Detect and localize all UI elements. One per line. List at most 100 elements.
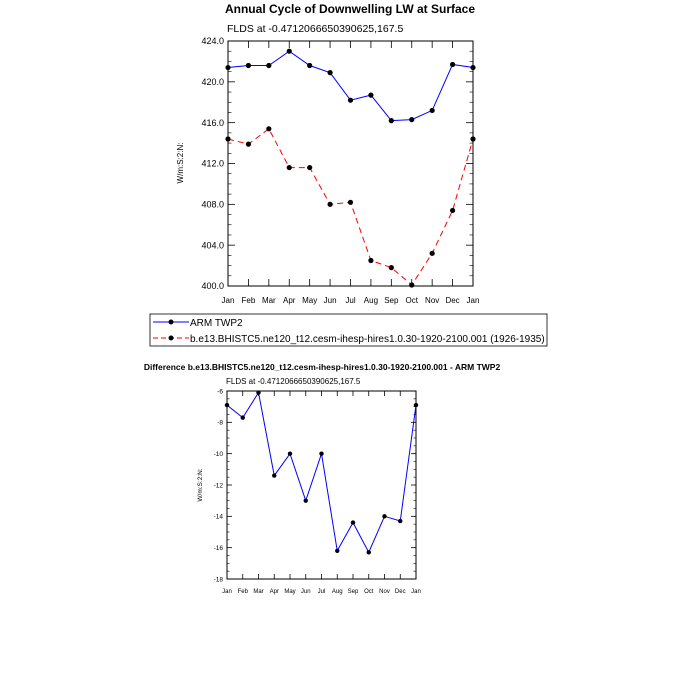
x-tick-label: Sep — [384, 296, 399, 305]
legend-label-arm: ARM TWP2 — [190, 318, 243, 329]
chart-top-title: Annual Cycle of Downwelling LW at Surfac… — [225, 2, 475, 16]
series-0-point — [368, 92, 374, 98]
series-0-point — [388, 118, 394, 124]
series-0-point — [224, 402, 230, 408]
x-tick-label: Jan — [467, 296, 480, 305]
x-tick-label: Jul — [345, 296, 355, 305]
series-0-point — [225, 64, 231, 71]
x-tick-label: Oct — [364, 589, 374, 595]
x-tick-label: May — [284, 589, 295, 595]
x-tick-label: Aug — [332, 589, 343, 595]
x-tick-label: Nov — [379, 589, 390, 595]
chart-bottom-ylabel: W/m:S:2:N: — [197, 468, 204, 501]
x-tick-label: Mar — [253, 589, 263, 595]
x-tick-label: Apr — [270, 589, 279, 595]
series-0-point — [366, 550, 371, 555]
series-0-point — [303, 498, 308, 503]
series-1-point — [225, 136, 231, 142]
series-0-point — [409, 117, 415, 123]
series-1-point — [409, 282, 415, 288]
series-1-point — [449, 207, 456, 214]
y-tick-label: 408.0 — [201, 199, 224, 209]
y-tick-label: -14 — [214, 514, 224, 521]
series-0-point — [266, 62, 272, 69]
x-tick-label: Nov — [425, 296, 439, 305]
y-tick-label: -6 — [217, 388, 223, 395]
chart-bottom-subtitle: FLDS at -0.4712066650390625,167.5 — [226, 377, 361, 386]
y-tick-label: 412.0 — [201, 159, 224, 169]
series-line-1 — [227, 128, 474, 286]
y-tick-label: -10 — [214, 451, 224, 458]
series-0-point — [327, 70, 333, 76]
x-tick-label: Apr — [283, 296, 296, 305]
series-0-point — [335, 548, 340, 553]
series-0-point — [286, 48, 292, 54]
series-1-point — [327, 201, 333, 207]
series-1-point — [307, 164, 313, 171]
series-0-point — [398, 518, 403, 524]
x-tick-label: Jan — [222, 296, 235, 305]
x-tick-label: Aug — [364, 296, 378, 305]
x-tick-label: Feb — [242, 296, 256, 305]
x-tick-label: Jul — [318, 589, 326, 595]
chart-top-legend: ARM TWP2 b.e13.BHISTC5.ne120_t12.cesm-ih… — [149, 313, 548, 347]
series-0-point — [347, 97, 354, 103]
x-tick-label: Sep — [348, 589, 359, 595]
y-tick-label: 404.0 — [201, 240, 224, 250]
chart-top-subtitle: FLDS at -0.4712066650390625,167.5 — [227, 23, 403, 35]
series-0-point — [470, 64, 476, 71]
series-0-point — [449, 61, 456, 68]
chart-bottom-title: Difference b.e13.BHISTC5.ne120_t12.cesm-… — [144, 362, 501, 372]
plot-frame — [226, 390, 417, 580]
y-tick-label: 424.0 — [201, 36, 224, 46]
legend-marker-model — [168, 335, 174, 341]
series-line-0 — [227, 50, 474, 122]
y-tick-label: -8 — [217, 420, 223, 427]
series-1-point — [429, 250, 435, 256]
series-1-point — [266, 126, 272, 132]
series-0-point — [245, 62, 252, 69]
x-tick-label: Jan — [222, 589, 232, 595]
y-tick-label: 416.0 — [201, 118, 224, 128]
series-1-point — [286, 164, 292, 171]
series-0-point — [272, 473, 277, 478]
chart-top: Annual Cycle of Downwelling LW at Surfac… — [176, 2, 479, 305]
plot-frame — [227, 40, 474, 287]
series-0-point — [350, 520, 356, 525]
series-0-point — [429, 107, 435, 114]
chart-top-series — [225, 48, 476, 288]
series-0-point — [256, 390, 261, 395]
series-1-point — [470, 136, 476, 142]
x-tick-label: Dec — [445, 296, 459, 305]
chart-top-ylabel: W/m:S:2:N: — [176, 143, 185, 184]
series-0-point — [382, 514, 387, 519]
series-line-0 — [226, 391, 417, 554]
series-0-point — [413, 402, 419, 408]
series-1-point — [245, 141, 252, 147]
x-tick-label: Feb — [238, 589, 249, 595]
chart-top-axes: 400.0 404.0 408.0 412.0 416.0 420.0 424.0 Jan Fe… — [201, 36, 479, 305]
series-1-point — [368, 257, 374, 264]
y-tick-label: 420.0 — [201, 77, 224, 87]
series-0-point — [240, 415, 245, 420]
y-tick-label: -18 — [214, 576, 224, 583]
chart-bottom: Difference b.e13.BHISTC5.ne120_t12.cesm-… — [144, 362, 501, 595]
x-tick-label: Jan — [411, 589, 421, 595]
x-tick-label: Jun — [324, 296, 337, 305]
x-tick-label: Dec — [395, 589, 406, 595]
series-0-point — [319, 451, 324, 456]
series-1-point — [347, 199, 354, 205]
series-1-point — [388, 265, 394, 271]
y-tick-label: -12 — [214, 482, 224, 489]
chart-bottom-axes: -18 -16 -14 -12 -10 -8 -6 Jan Feb Mar Apr May Jun Jul… — [214, 388, 421, 595]
x-tick-label: Mar — [262, 296, 276, 305]
legend-box — [149, 313, 548, 347]
y-tick-label: 400.0 — [201, 281, 224, 291]
x-tick-label: May — [302, 296, 317, 305]
x-tick-label: Jun — [301, 589, 311, 595]
legend-marker-arm — [168, 319, 174, 325]
legend-label-model: b.e13.BHISTC5.ne120_t12.cesm-ihesp-hires… — [190, 334, 545, 345]
chart-bottom-series — [224, 390, 419, 555]
series-0-point — [307, 62, 313, 69]
